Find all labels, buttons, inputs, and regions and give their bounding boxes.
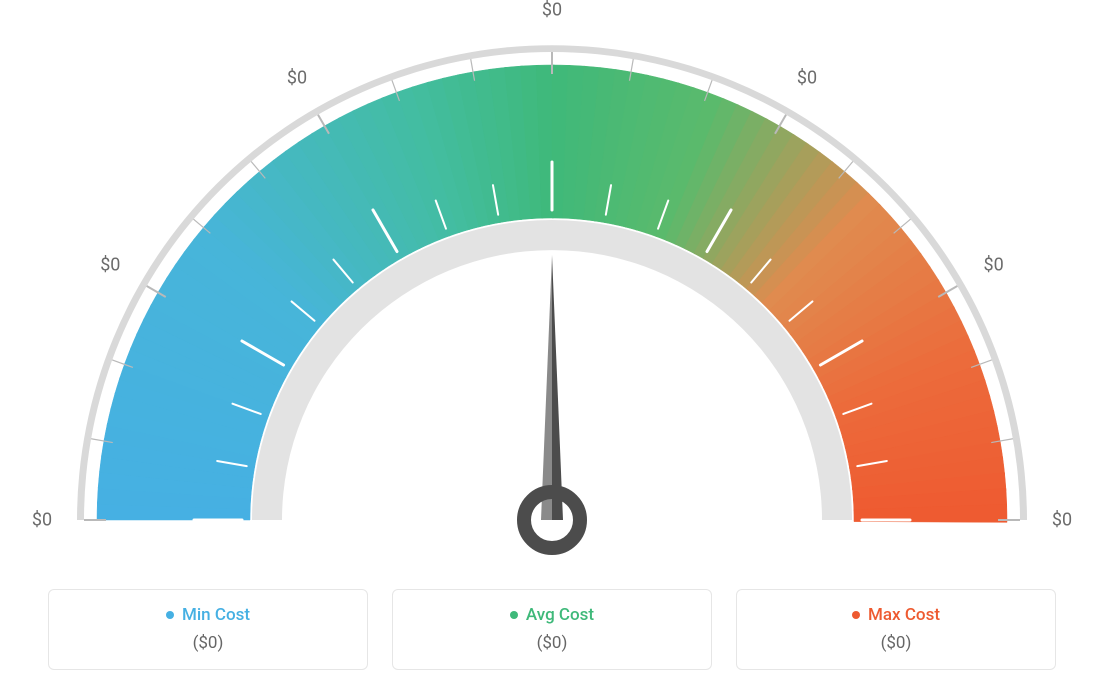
gauge-tick-label: $0 [100,255,120,276]
legend-item-min-cost: Min Cost ($0) [48,589,368,670]
legend-item-max-cost: Max Cost ($0) [736,589,1056,670]
cost-gauge-widget: $0$0$0$0$0$0$0 Min Cost($0)Avg Cost($0)M… [0,0,1104,690]
legend-title: Avg Cost [510,605,594,625]
legend-label: Max Cost [868,605,940,625]
legend-dot-icon [166,611,174,619]
legend-label: Min Cost [182,605,250,625]
legend-label: Avg Cost [526,605,594,625]
legend-dot-icon [510,611,518,619]
legend-value: ($0) [403,633,701,653]
legend-row: Min Cost ($0) Avg Cost ($0) Max Cost ($0) [40,589,1064,670]
gauge-svg [0,0,1104,560]
gauge-tick-label: $0 [1052,510,1072,531]
needle-half [541,255,552,520]
gauge-chart: $0 $0 $0 $0 $0 $0 $0 [0,0,1104,560]
gauge-tick-label: $0 [32,510,52,531]
legend-dot-icon [852,611,860,619]
legend-item-avg-cost: Avg Cost ($0) [392,589,712,670]
needle-half [552,255,563,520]
gauge-tick-label: $0 [984,255,1004,276]
gauge-tick-label: $0 [287,68,307,89]
legend-value: ($0) [747,633,1045,653]
legend-title: Max Cost [852,605,940,625]
legend-value: ($0) [59,633,357,653]
gauge-tick-label: $0 [542,0,562,21]
gauge-tick-label: $0 [797,68,817,89]
legend-title: Min Cost [166,605,250,625]
